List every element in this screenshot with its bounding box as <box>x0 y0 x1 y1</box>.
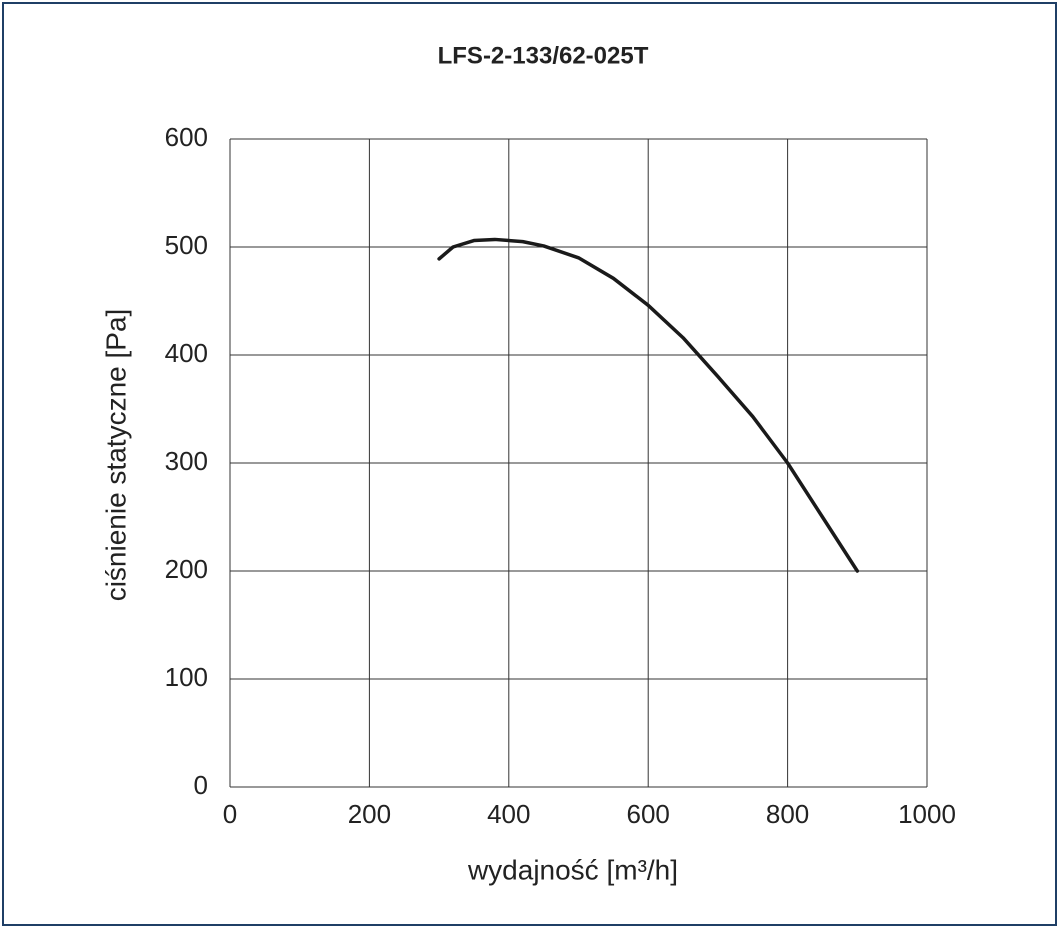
x-tick-label: 1000 <box>898 799 956 829</box>
y-tick-label: 300 <box>165 446 208 476</box>
y-tick-label: 600 <box>165 122 208 152</box>
y-tick-label: 0 <box>194 770 208 800</box>
x-tick-label: 200 <box>348 799 391 829</box>
chart-title: LFS-2-133/62-025T <box>438 42 649 69</box>
y-axis-label: ciśnienie statyczne [Pa] <box>100 309 131 602</box>
y-tick-label: 200 <box>165 554 208 584</box>
y-tick-label: 400 <box>165 338 208 368</box>
x-axis-label: wydajność [m³/h] <box>467 854 678 885</box>
y-tick-label: 500 <box>165 230 208 260</box>
x-tick-label: 800 <box>766 799 809 829</box>
y-tick-label: 100 <box>165 662 208 692</box>
x-tick-label: 400 <box>487 799 530 829</box>
x-tick-label: 0 <box>223 799 237 829</box>
curve <box>437 237 860 573</box>
x-tick-label: 600 <box>627 799 670 829</box>
